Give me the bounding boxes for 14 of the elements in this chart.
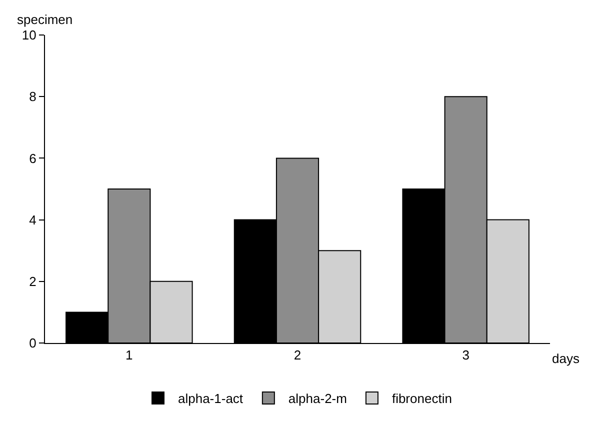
y-tick-label: 0: [29, 336, 36, 351]
y-tick-label: 8: [29, 89, 36, 104]
x-axis-title: days: [552, 351, 580, 366]
y-tick-label: 10: [22, 28, 36, 43]
x-tick-label: 2: [294, 348, 302, 363]
y-tick-label: 2: [29, 274, 36, 289]
legend-label: alpha-1-act: [178, 391, 244, 406]
y-axis-title: specimen: [17, 12, 73, 27]
x-tick-label: 3: [462, 348, 470, 363]
x-tick-label: 1: [126, 348, 133, 363]
legend-label: alpha-2-m: [288, 391, 347, 406]
y-tick-label: 6: [29, 150, 36, 166]
legend-label: fibronectin: [392, 391, 452, 406]
y-tick-label: 4: [29, 212, 36, 228]
